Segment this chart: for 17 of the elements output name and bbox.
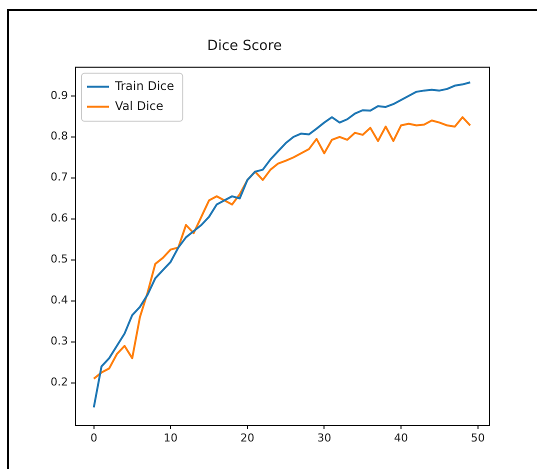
x-tick-label: 20 (240, 431, 254, 444)
legend-label: Val Dice (115, 98, 164, 113)
x-tick-label: 50 (470, 431, 485, 444)
y-tick-label: 0.9 (50, 88, 68, 102)
x-tick-label: 40 (394, 431, 408, 444)
y-tick-label: 0.3 (50, 334, 68, 348)
y-tick-label: 0.2 (50, 376, 68, 389)
x-tick-label: 30 (317, 431, 332, 444)
chart-title: Dice Score (207, 38, 282, 54)
y-tick-label: 0.5 (50, 252, 68, 266)
y-tick-label: 0.4 (50, 294, 68, 307)
y-tick-label: 0.8 (50, 130, 68, 143)
x-tick-label: 0 (90, 431, 98, 444)
legend-label: Train Dice (114, 78, 174, 93)
y-tick-label: 0.7 (50, 170, 68, 184)
x-tick-label: 10 (164, 431, 178, 444)
y-tick-label: 0.6 (50, 212, 68, 225)
